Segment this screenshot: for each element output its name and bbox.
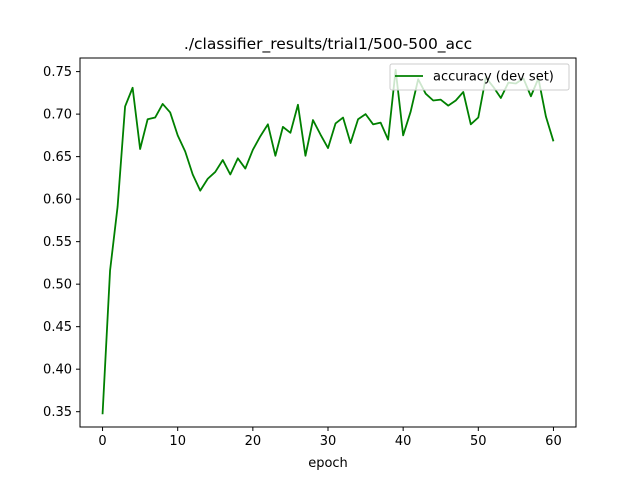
legend-box — [389, 63, 570, 91]
y-axis-ticks: 0.35 0.40 0.45 0.50 0.55 0.60 0.65 0.70 0.75 — [43, 65, 80, 420]
y-tick-label: 0.55 — [43, 235, 72, 250]
x-tick-label: 50 — [470, 434, 487, 449]
legend: accuracy (dev set) — [389, 63, 570, 91]
x-tick-label: 10 — [169, 434, 186, 449]
y-tick-label: 0.45 — [43, 320, 72, 335]
x-axis-label: epoch — [308, 456, 348, 471]
x-tick-label: 60 — [545, 434, 562, 449]
y-tick-label: 0.70 — [43, 108, 72, 123]
x-tick-label: 30 — [320, 434, 337, 449]
chart-title: ./classifier_results/trial1/500-500_acc — [184, 35, 472, 54]
series-layer — [101, 69, 555, 415]
legend-label-accuracy-dev-set: accuracy (dev set) — [433, 70, 554, 85]
series-line-0 — [101, 69, 555, 415]
x-tick-label: 0 — [98, 434, 106, 449]
y-tick-label: 0.65 — [43, 150, 72, 165]
x-tick-label: 40 — [395, 434, 412, 449]
y-tick-label: 0.40 — [43, 363, 72, 378]
x-axis-ticks: 0 10 20 30 40 50 60 — [98, 427, 562, 449]
y-tick-label: 0.75 — [43, 65, 72, 80]
plot-area-frame — [79, 57, 577, 428]
y-tick-label: 0.50 — [43, 278, 72, 293]
x-tick-label: 20 — [245, 434, 262, 449]
y-tick-label: 0.60 — [43, 193, 72, 208]
y-tick-label: 0.35 — [43, 405, 72, 420]
